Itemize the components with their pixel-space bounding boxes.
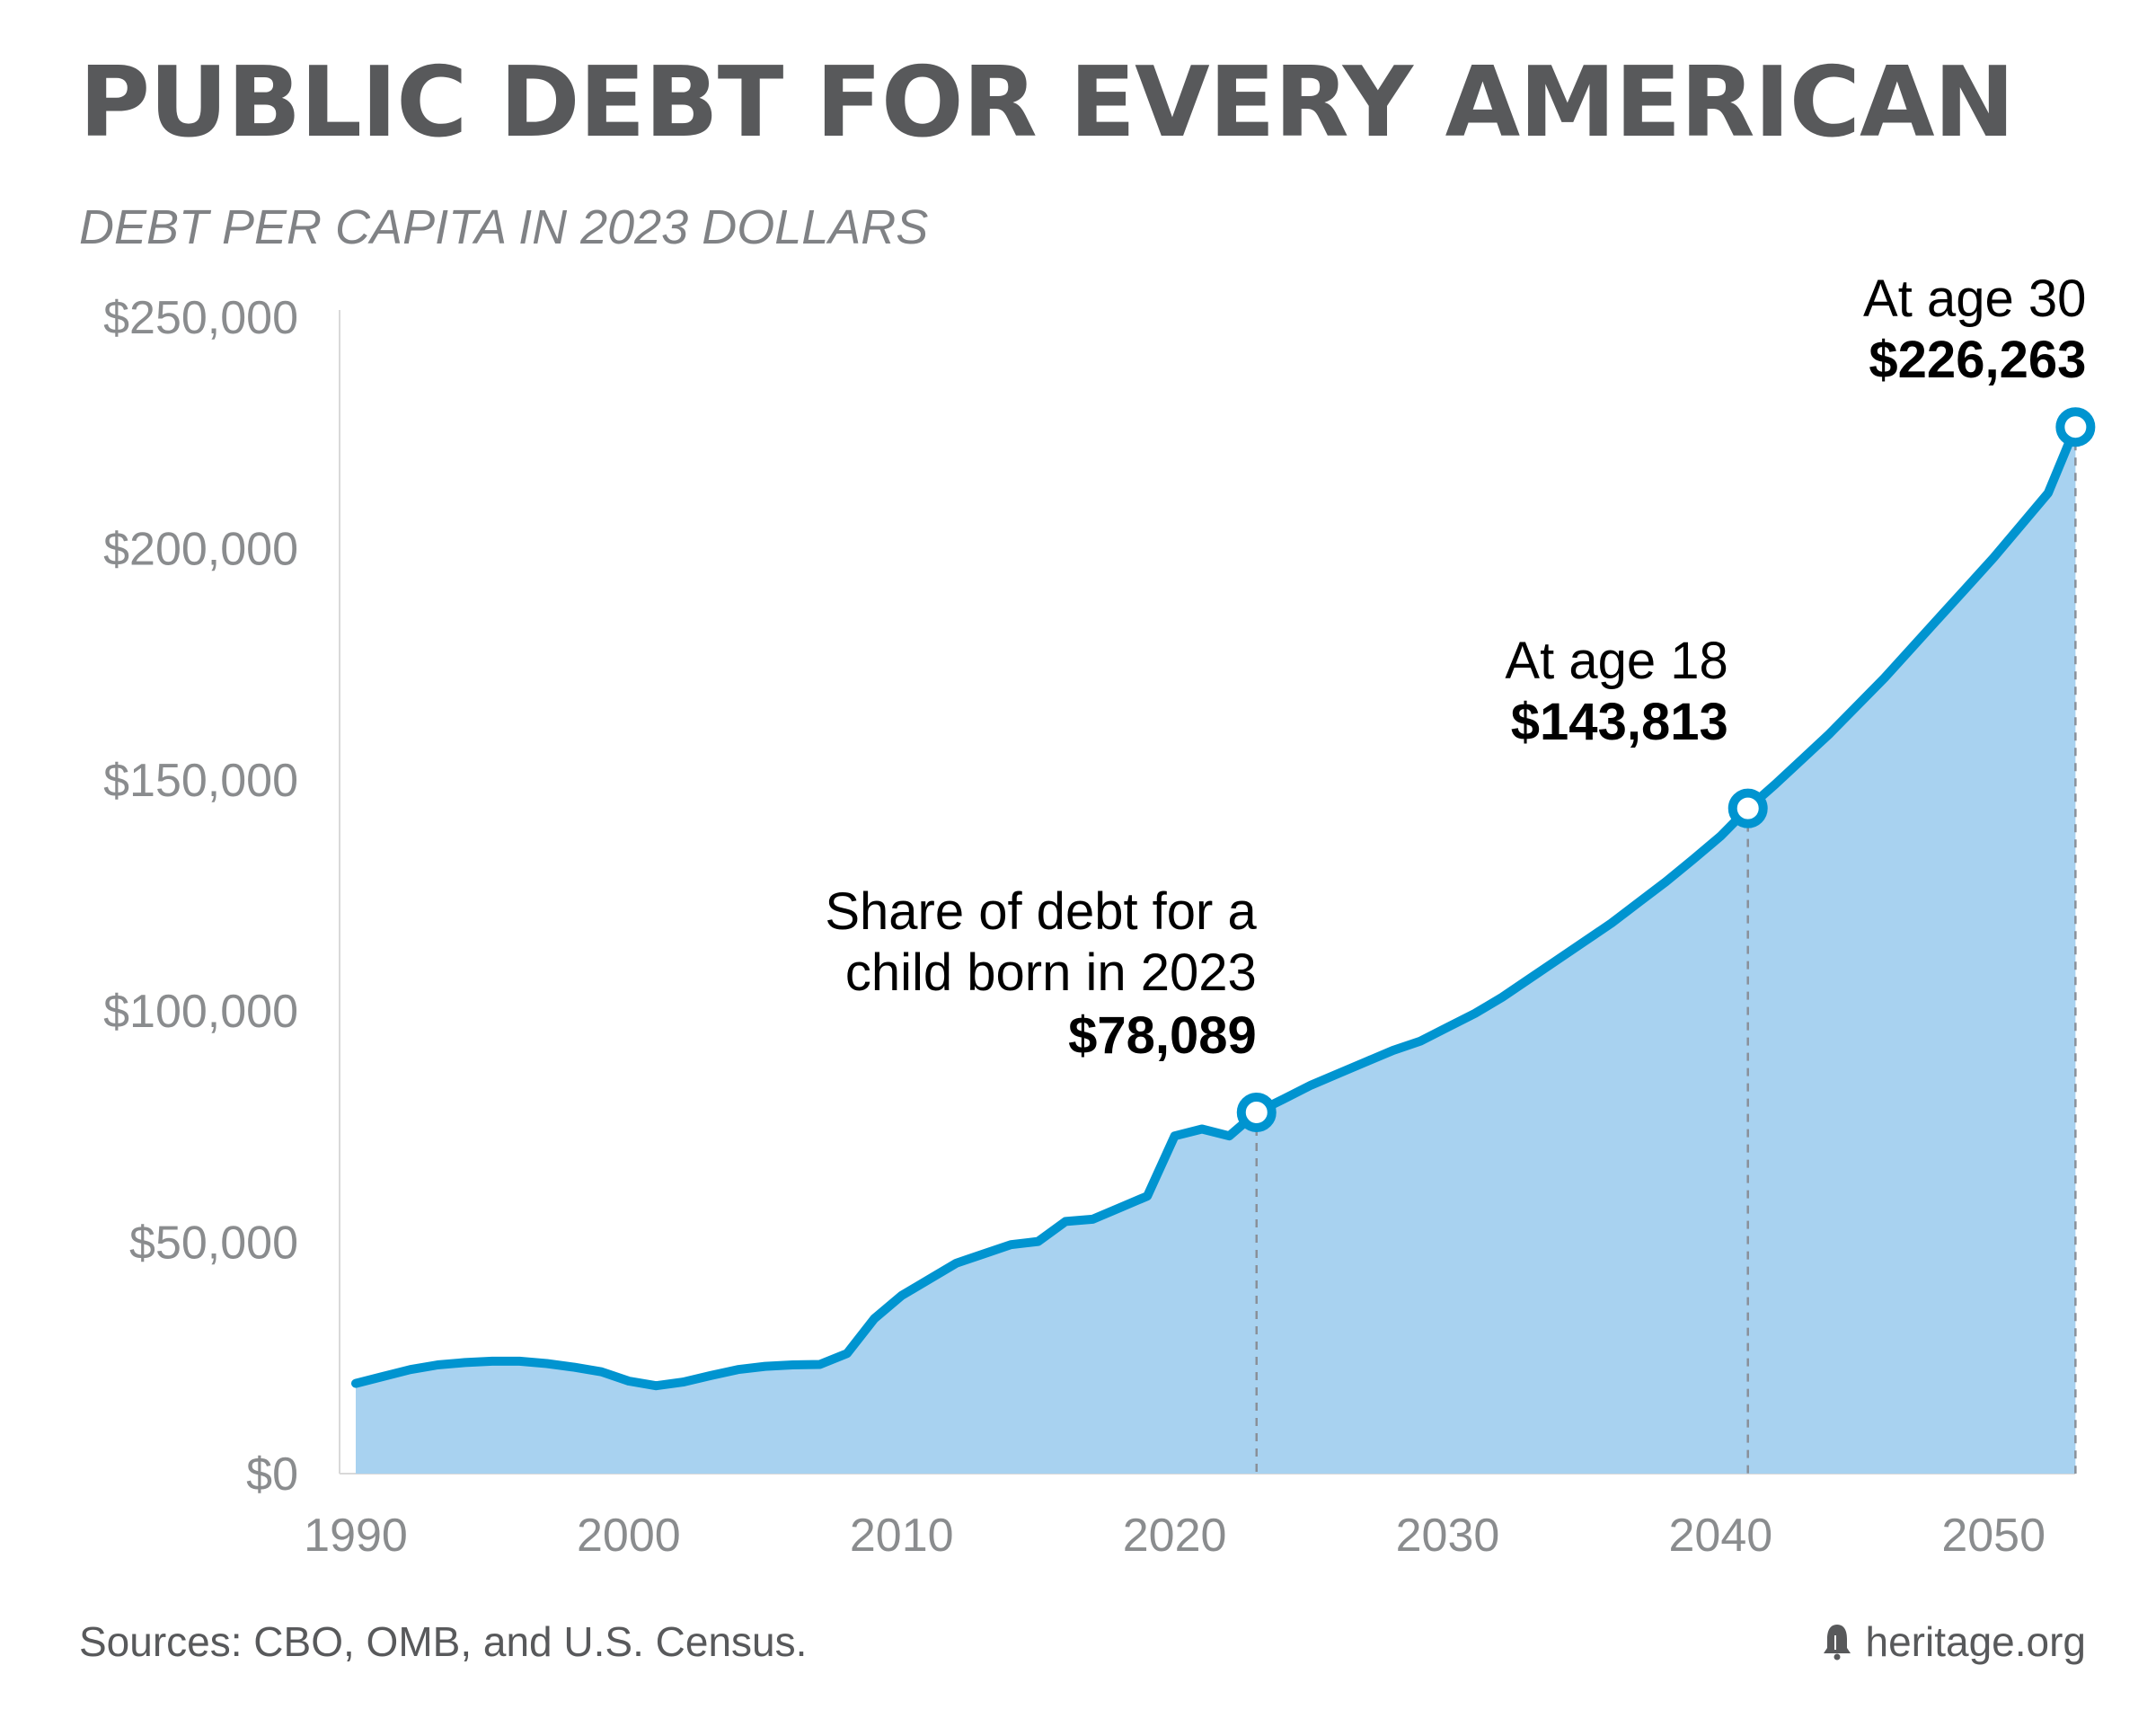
y-tick-label: $150,000	[103, 755, 298, 807]
brand-credit: heritage.org	[1821, 1617, 2087, 1666]
data-point-marker	[1236, 1092, 1277, 1132]
annotation-label: At age 18	[1505, 632, 1727, 690]
x-tick-label: 2030	[1396, 1510, 1500, 1562]
data-point-marker	[2055, 407, 2096, 447]
chart-title: PUBLIC DEBT FOR EVERY AMERICAN	[79, 47, 2015, 159]
y-tick-label: $200,000	[103, 523, 298, 575]
annotation-value: $226,263	[1869, 331, 2086, 389]
area-fill	[356, 427, 2076, 1475]
x-tick-label: 2040	[1668, 1510, 1772, 1562]
chart-subtitle: DEBT PER CAPITA IN 2023 DOLLARS	[79, 200, 929, 254]
y-tick-label: $250,000	[103, 292, 298, 344]
y-tick-label: $100,000	[103, 986, 298, 1038]
x-tick-label: 1990	[304, 1510, 408, 1562]
debt-area-chart: $0 $50,000 $100,000 $150,000 $200,000 $250,00…	[103, 270, 2096, 1562]
annotation-value: $78,089	[1068, 1006, 1257, 1065]
x-tick-label: 2000	[577, 1510, 681, 1562]
x-tick-label: 2010	[850, 1510, 954, 1562]
x-tick-label: 2020	[1123, 1510, 1227, 1562]
annotation-label: Share of debt for a	[825, 882, 1257, 941]
y-tick-label: $50,000	[129, 1218, 298, 1270]
sources-note: Sources: CBO, OMB, and U.S. Census.	[79, 1618, 808, 1665]
annotation-label: At age 30	[1863, 270, 2086, 328]
annotation-label: child born in 2023	[845, 943, 1257, 1002]
data-point-marker	[1727, 788, 1768, 828]
series-line	[351, 422, 2081, 1391]
y-tick-label: $0	[246, 1448, 298, 1501]
annotation-value: $143,813	[1511, 693, 1728, 751]
liberty-bell-icon	[1823, 1625, 1851, 1661]
x-tick-label: 2050	[1941, 1510, 2046, 1562]
brand-url: heritage.org	[1865, 1618, 2087, 1665]
